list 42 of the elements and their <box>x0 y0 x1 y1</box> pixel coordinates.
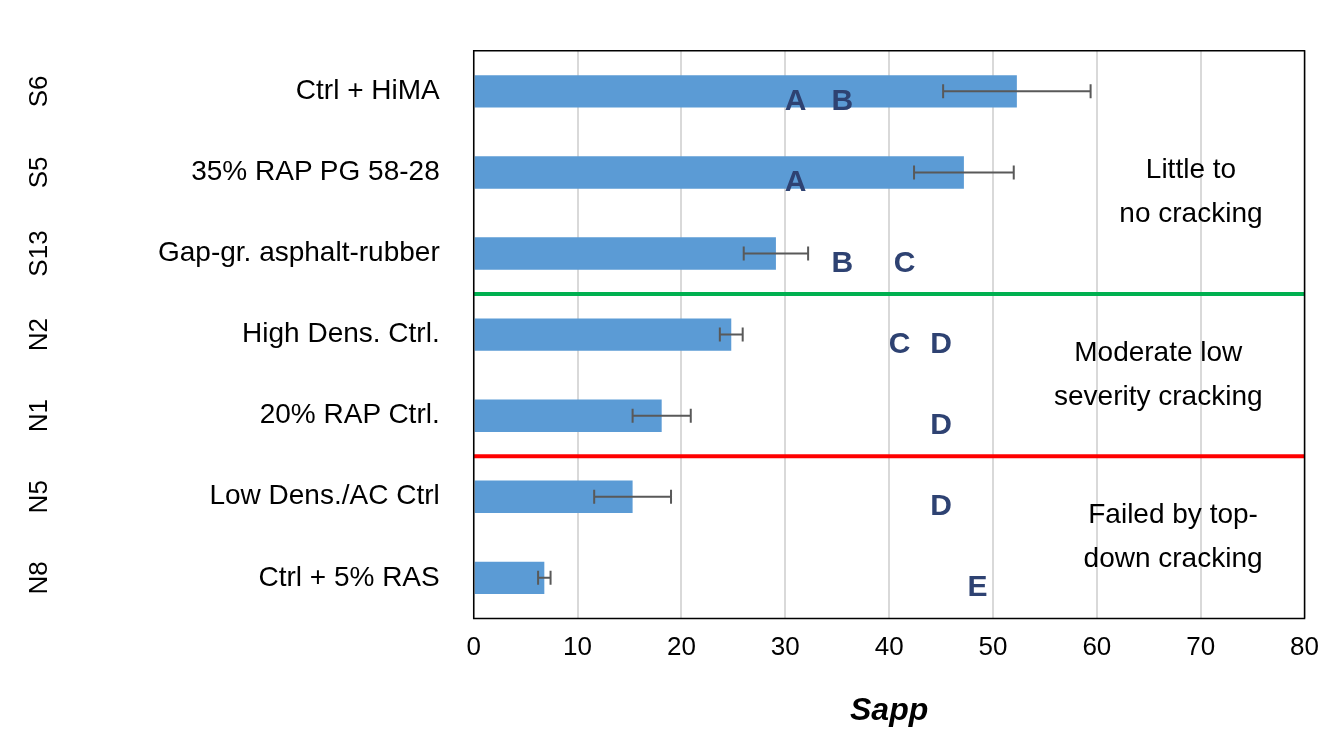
text: S13 <box>23 230 54 277</box>
y-tick-label: 35% RAP PG 58-28 <box>191 155 440 187</box>
annotation: C <box>888 325 911 359</box>
x-tick-label: 40 <box>874 631 904 662</box>
bar <box>474 399 662 432</box>
annotation: D <box>930 406 952 440</box>
annotation: C <box>893 244 916 278</box>
x-tick-label: 50 <box>978 631 1008 662</box>
x-tick-label: 80 <box>1290 631 1319 662</box>
text: N1 <box>23 399 54 433</box>
annotation: Moderate low severity cracking <box>1054 335 1263 411</box>
x-tick-label: 70 <box>1186 631 1216 662</box>
y-tick-label: Ctrl + 5% RAS <box>258 560 440 592</box>
bar <box>474 237 776 270</box>
annotation: B <box>831 244 854 278</box>
annotation: Little to no cracking <box>1119 153 1263 229</box>
x-tick-label: 60 <box>1082 631 1112 662</box>
annotation: E <box>967 569 988 603</box>
text: N8 <box>23 561 54 595</box>
x-tick-label: 0 <box>466 631 481 662</box>
bar <box>474 156 964 189</box>
x-tick-label: 20 <box>666 631 696 662</box>
annotation: D <box>930 488 952 522</box>
bar <box>474 480 633 513</box>
text: N2 <box>23 317 54 352</box>
x-axis-title: Sapp <box>850 690 929 727</box>
x-tick-label: 30 <box>770 631 800 662</box>
text: S5 <box>23 156 54 189</box>
text: S6 <box>23 75 54 108</box>
bar <box>474 318 732 351</box>
y-tick-label: Gap-gr. asphalt-rubber <box>157 236 440 268</box>
annotation: Failed by top- down cracking <box>1083 498 1263 574</box>
y-tick-label: Low Dens./AC Ctrl <box>209 479 440 511</box>
bar <box>474 561 545 595</box>
bar <box>474 75 1017 108</box>
text: N5 <box>23 480 54 514</box>
annotation: D <box>930 325 952 359</box>
y-tick-label: Ctrl + HiMA <box>295 74 441 106</box>
y-tick-label: High Dens. Ctrl. <box>242 317 440 349</box>
annotation: A <box>784 163 807 197</box>
y-tick-label: 20% RAP Ctrl. <box>259 398 440 430</box>
x-tick-label: 10 <box>563 631 593 662</box>
